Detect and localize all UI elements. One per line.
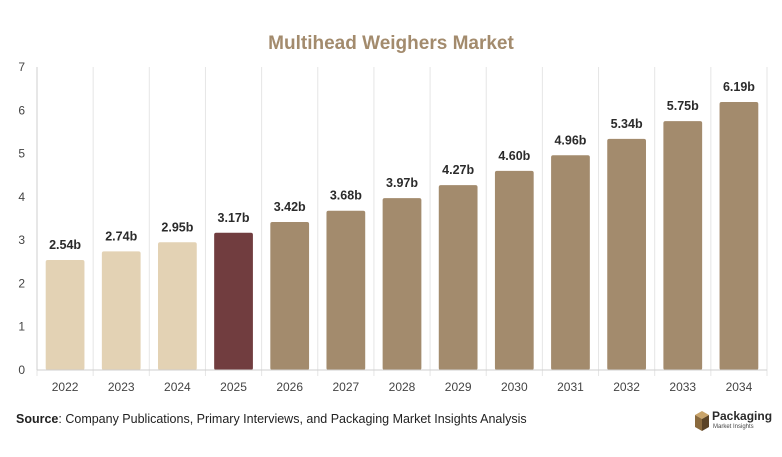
data-label: 4.27b — [442, 163, 474, 177]
y-tick-label: 0 — [18, 363, 25, 377]
x-tick-label: 2034 — [726, 380, 753, 394]
bar — [719, 102, 759, 370]
x-tick-label: 2031 — [557, 380, 584, 394]
bar — [607, 138, 646, 370]
x-tick-label: 2032 — [613, 380, 640, 394]
source-text: : Company Publications, Primary Intervie… — [58, 412, 527, 426]
y-tick-label: 7 — [18, 60, 25, 74]
y-tick-label: 4 — [18, 190, 25, 204]
data-label: 4.96b — [554, 133, 586, 147]
bar — [551, 155, 590, 370]
data-label: 5.75b — [667, 99, 699, 113]
brand-tagline: Market Insights — [713, 424, 754, 430]
source-note: Source: Company Publications, Primary In… — [16, 412, 527, 426]
y-tick-label: 3 — [18, 233, 25, 247]
x-tick-label: 2030 — [501, 380, 528, 394]
chart-title: Multihead Weighers Market — [268, 33, 514, 54]
brand-logo: Packaging Market Insights — [694, 408, 774, 438]
bar — [101, 251, 141, 370]
x-tick-label: 2022 — [52, 380, 79, 394]
bar-chart: 2.54b 2.74b 2.95b 3.17b 3.42b 3.68b 3.97b 4.27b… — [18, 60, 768, 394]
x-tick-label: 2028 — [389, 380, 416, 394]
source-label: Source — [16, 412, 59, 426]
data-label: 3.17b — [218, 211, 250, 225]
bar — [214, 232, 253, 370]
data-label: 3.68b — [330, 189, 362, 203]
x-tick-label: 2025 — [220, 380, 247, 394]
data-label: 2.54b — [49, 238, 81, 252]
bar — [382, 198, 422, 370]
bar — [663, 121, 703, 370]
x-tick-label: 2026 — [276, 380, 303, 394]
bar — [45, 260, 85, 370]
bar — [326, 210, 366, 370]
x-tick-label: 2027 — [332, 380, 359, 394]
bar — [158, 242, 197, 370]
data-label: 2.95b — [161, 220, 193, 234]
y-tick-label: 1 — [18, 320, 25, 334]
data-label: 4.60b — [498, 149, 530, 163]
bar — [438, 185, 478, 370]
x-tick-label: 2033 — [669, 380, 696, 394]
bar — [270, 221, 310, 370]
data-label: 6.19b — [723, 80, 755, 94]
data-label: 3.97b — [386, 176, 418, 190]
data-label: 5.34b — [611, 117, 643, 131]
y-tick-label: 6 — [18, 103, 25, 117]
x-tick-label: 2024 — [164, 380, 191, 394]
brand-name: Packaging — [712, 409, 773, 423]
data-label: 3.42b — [274, 200, 306, 214]
bar — [494, 170, 534, 370]
box-icon — [695, 411, 709, 431]
x-tick-label: 2023 — [108, 380, 135, 394]
data-label: 2.74b — [105, 229, 137, 243]
y-tick-label: 2 — [18, 276, 25, 290]
x-tick-label: 2029 — [445, 380, 472, 394]
y-tick-label: 5 — [18, 147, 25, 161]
